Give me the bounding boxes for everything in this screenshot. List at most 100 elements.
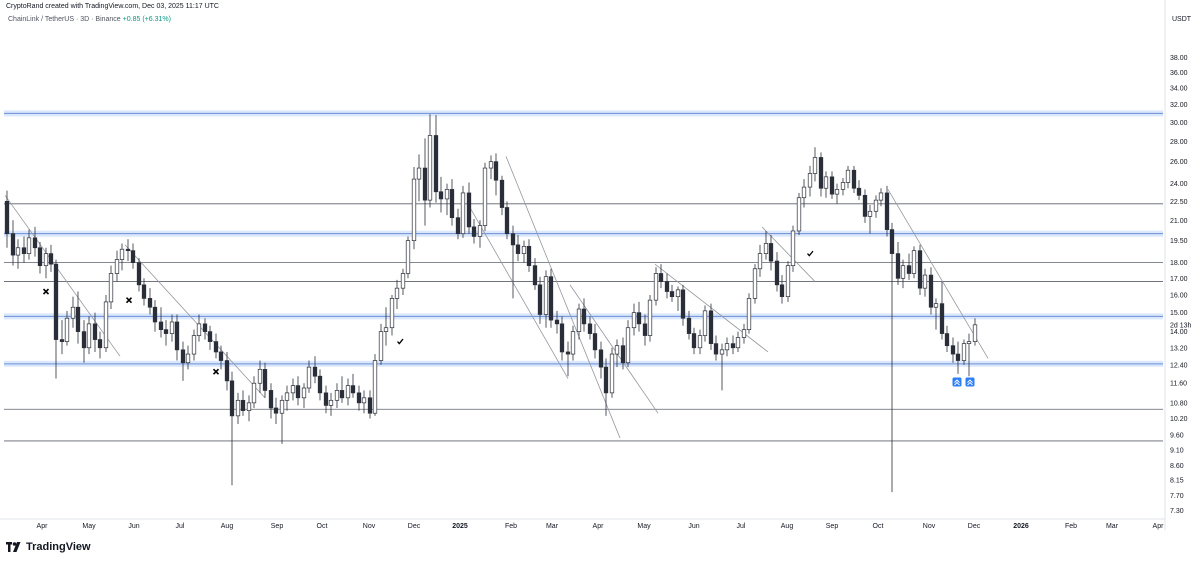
candle-down <box>691 333 697 349</box>
candle-up <box>103 301 109 349</box>
price-tick-label: 9.10 <box>1170 447 1184 454</box>
price-tick-label: 38.00 <box>1170 55 1188 62</box>
candle-up <box>257 369 263 384</box>
candle-up <box>251 382 257 404</box>
brand-name: TradingView <box>26 541 91 553</box>
price-tick-label: 12.40 <box>1170 362 1188 369</box>
candle-down <box>350 385 356 394</box>
candle-down <box>774 260 780 286</box>
candle-down <box>10 233 16 256</box>
candle-down <box>295 385 301 399</box>
candle-down <box>268 390 274 409</box>
candle-up <box>284 392 290 401</box>
candle-down <box>59 339 65 342</box>
time-tick-label: May <box>637 523 651 530</box>
candle-down <box>317 375 323 394</box>
candle-up <box>334 390 340 401</box>
candle-down <box>928 274 934 308</box>
candle-up <box>378 331 384 361</box>
candle-down <box>592 333 598 351</box>
candle-up <box>631 312 637 329</box>
double-arrow-icon <box>954 379 960 386</box>
candle-down <box>504 207 510 235</box>
time-tick-label: Feb <box>505 523 517 530</box>
check-marker <box>397 338 404 345</box>
candle-down <box>422 167 428 201</box>
candle-down <box>158 321 164 330</box>
candle-up <box>119 248 125 260</box>
candle-down <box>587 323 593 334</box>
candle-up <box>427 135 433 201</box>
time-tick-label: Oct <box>317 523 328 530</box>
candle-up <box>735 337 741 349</box>
candle-down <box>537 284 543 315</box>
candle-up <box>372 360 378 414</box>
tradingview-logo-icon <box>6 542 21 552</box>
candle-down <box>939 303 945 334</box>
candle-up <box>279 399 285 414</box>
candle-up <box>15 247 21 256</box>
candle-down <box>559 323 565 353</box>
candle-down <box>642 323 648 336</box>
candle-up <box>400 273 406 289</box>
candle-up <box>972 324 978 342</box>
candle-up <box>488 161 494 169</box>
trendline <box>887 189 989 359</box>
candle-up <box>389 298 395 329</box>
candle-down <box>510 233 516 246</box>
candle-up <box>477 225 483 237</box>
candle-down <box>21 247 27 254</box>
candle-up <box>697 335 703 349</box>
candle-down <box>207 331 213 342</box>
trendline <box>469 207 569 379</box>
candle-down <box>669 291 675 298</box>
time-tick-label: Mar <box>1106 523 1119 530</box>
time-tick-label: Oct <box>873 523 884 530</box>
candle-up <box>306 366 312 389</box>
time-tick-label: Jun <box>128 523 139 530</box>
trendline <box>124 244 266 399</box>
time-tick-label: Jul <box>176 523 185 530</box>
time-tick-label: Feb <box>1065 523 1077 530</box>
time-tick-label: Dec <box>408 523 421 530</box>
time-tick-label: Apr <box>37 523 49 530</box>
candle-down <box>526 245 532 267</box>
candle-up <box>812 157 818 174</box>
candle-down <box>141 284 147 299</box>
time-tick-label: Jun <box>688 523 699 530</box>
price-tick-label: 21.00 <box>1170 218 1188 225</box>
candle-up <box>185 353 191 364</box>
candle-up <box>933 303 939 308</box>
candle-up <box>70 306 76 319</box>
candle-up <box>576 308 582 332</box>
candle-up <box>741 329 747 338</box>
symbol-name: ChainLink / TetherUS · 3D · Binance <box>8 16 121 23</box>
candle-up <box>86 323 92 349</box>
candle-up <box>922 274 928 289</box>
time-tick-label: 2026 <box>1013 523 1029 530</box>
candle-up <box>114 259 120 274</box>
price-tick-label: 34.00 <box>1170 86 1188 93</box>
trendline <box>569 284 659 414</box>
candle-down <box>603 366 609 394</box>
candle-up <box>653 273 659 301</box>
price-tick-label: 8.60 <box>1170 463 1184 470</box>
price-tick-label: 18.00 <box>1170 260 1188 267</box>
candle-down <box>466 192 472 228</box>
candle-up <box>961 343 967 361</box>
candle-down <box>218 351 224 361</box>
trendline <box>4 195 121 357</box>
candle-down <box>730 343 736 349</box>
candle-down <box>862 194 868 217</box>
candle-down <box>686 317 692 334</box>
candle-up <box>614 345 620 355</box>
candle-up <box>345 385 351 399</box>
time-tick-label: Jul <box>737 523 746 530</box>
candle-down <box>515 244 521 254</box>
price-tick-label: 7.70 <box>1170 493 1184 500</box>
candle-down <box>856 187 862 196</box>
cross-marker <box>212 368 220 375</box>
price-tick-label: 7.30 <box>1170 508 1184 515</box>
candle-down <box>37 247 43 267</box>
